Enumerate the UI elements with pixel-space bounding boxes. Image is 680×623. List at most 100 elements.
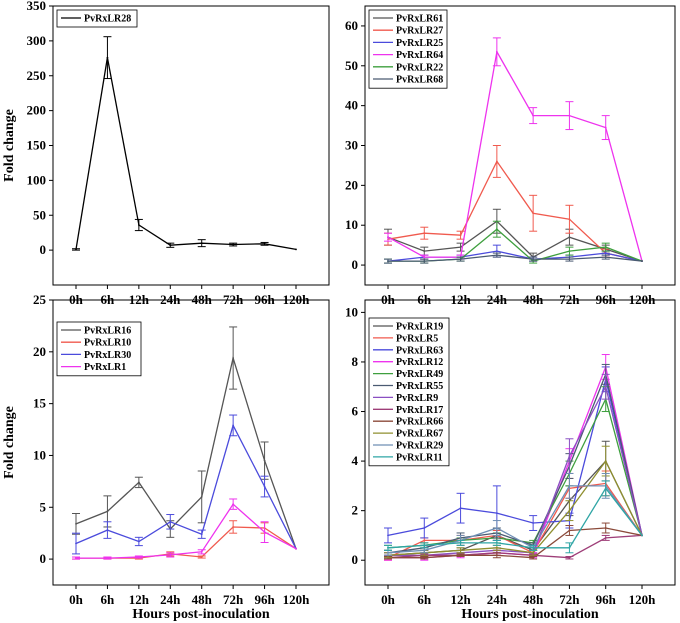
data-point	[568, 455, 571, 458]
y-tick-label: 300	[27, 33, 47, 48]
x-tick-label: 120h	[283, 592, 311, 607]
x-tick-label: 120h	[629, 592, 657, 607]
data-point	[568, 236, 571, 239]
data-point	[459, 554, 462, 557]
series-line	[387, 459, 643, 556]
data-point	[137, 481, 140, 484]
legend-label: PvRxLR19	[396, 322, 443, 333]
legend-label: PvRxLR11	[396, 452, 443, 463]
series-line	[387, 250, 643, 262]
series-PvRxLR1	[72, 498, 297, 560]
panel-bottom-left: 0 5 10 15 20 25 0h 6h 12h 24h 48h 72h 96h 120h Fold ch…	[2, 292, 330, 622]
y-tick-label: 100	[27, 172, 47, 187]
data-point	[459, 246, 462, 249]
data-point	[423, 556, 426, 559]
legend-label: PvRxLR30	[84, 350, 131, 361]
series-line	[387, 487, 643, 549]
data-point	[604, 246, 607, 249]
series-PvRxLR30	[72, 414, 297, 555]
y-tick-label: 30	[345, 138, 358, 153]
y-tick-label: 150	[27, 138, 47, 153]
data-point	[568, 484, 571, 487]
series-PvRxLR68	[384, 252, 643, 264]
series-line	[387, 49, 643, 262]
x-tick-label: 96h	[254, 592, 275, 607]
legend-label: PvRxLR66	[396, 417, 443, 428]
legend-box	[368, 317, 450, 467]
data-point	[169, 554, 172, 556]
data-point	[568, 529, 571, 532]
y-tick-label: 4	[352, 453, 359, 468]
data-point	[387, 260, 389, 262]
data-point	[568, 509, 571, 512]
series-line	[75, 423, 297, 549]
data-point	[459, 234, 462, 237]
y-tick-label: 0	[40, 551, 47, 566]
data-point	[232, 424, 235, 427]
x-axis-title: Hours post-inoculation	[132, 607, 270, 622]
legend-label: PvRxLR63	[396, 345, 443, 356]
data-point	[137, 556, 140, 558]
data-point	[568, 218, 571, 221]
data-point	[295, 547, 297, 550]
y-tick-label: 15	[33, 396, 47, 411]
x-tick-label: 24h	[160, 592, 181, 607]
legend-label: PvRxLR16	[84, 326, 131, 337]
x-tick-label: 24h	[487, 592, 508, 607]
legend-label: PvRxLR27	[396, 26, 443, 37]
data-point	[495, 546, 498, 549]
y-tick-label: 25	[33, 292, 47, 307]
x-axis-title: Hours post-inoculation	[461, 607, 599, 622]
x-tick-label: 72h	[559, 592, 580, 607]
legend-label: PvRxLR61	[396, 14, 443, 25]
x-tick-label: 6h	[417, 592, 432, 607]
plot-frame	[364, 299, 676, 586]
data-point	[263, 459, 266, 462]
legend: PvRxLR28	[56, 9, 138, 28]
data-point	[263, 485, 266, 488]
data-point	[295, 248, 297, 251]
series-PvRxLR11	[384, 480, 643, 554]
data-point	[532, 546, 535, 549]
legend-label: PvRxLR67	[396, 429, 443, 440]
data-point	[232, 357, 235, 359]
y-tick-label: 0	[352, 552, 359, 567]
legend-label: PvRxLR68	[396, 75, 443, 86]
y-tick-label: 10	[345, 304, 358, 319]
data-point	[75, 542, 77, 545]
y-tick-label: 20	[345, 177, 358, 192]
data-point	[495, 50, 498, 53]
panel-bottom-right: 0 2 4 6 8 10 0h 6h 12h 24h 48h 72h 96h 120h Hours post…	[345, 299, 676, 622]
series-line	[387, 482, 643, 559]
data-point	[423, 527, 426, 529]
data-point	[568, 258, 571, 260]
y-tick-label: 0	[40, 242, 47, 257]
legend-label: PvRxLR64	[396, 50, 443, 61]
data-point	[200, 556, 203, 558]
series-line	[388, 254, 643, 262]
data-point	[604, 252, 607, 255]
x-tick-label: 6h	[101, 592, 116, 607]
legend-label: PvRxLR1	[84, 362, 126, 373]
legend-box	[56, 9, 138, 28]
legend-label: PvRxLR25	[396, 38, 443, 49]
data-point	[604, 385, 607, 388]
data-point	[75, 248, 77, 251]
data-point	[423, 549, 426, 552]
y-tick-label: 5	[40, 499, 47, 514]
series-PvRxLR61	[384, 208, 643, 262]
series-line	[75, 355, 297, 549]
y-tick-label: 50	[345, 58, 358, 73]
y-tick-label: 8	[352, 354, 359, 369]
x-tick-label: 72h	[223, 592, 244, 607]
legend-label: PvRxLR29	[396, 441, 443, 452]
data-point	[459, 541, 462, 544]
legend: PvRxLR19PvRxLR5PvRxLR63PvRxLR12PvRxLR49P…	[368, 317, 450, 467]
data-point	[200, 550, 203, 553]
data-point	[495, 541, 498, 544]
legend-label: PvRxLR10	[84, 338, 131, 349]
data-point	[532, 114, 535, 117]
data-point	[106, 510, 109, 513]
